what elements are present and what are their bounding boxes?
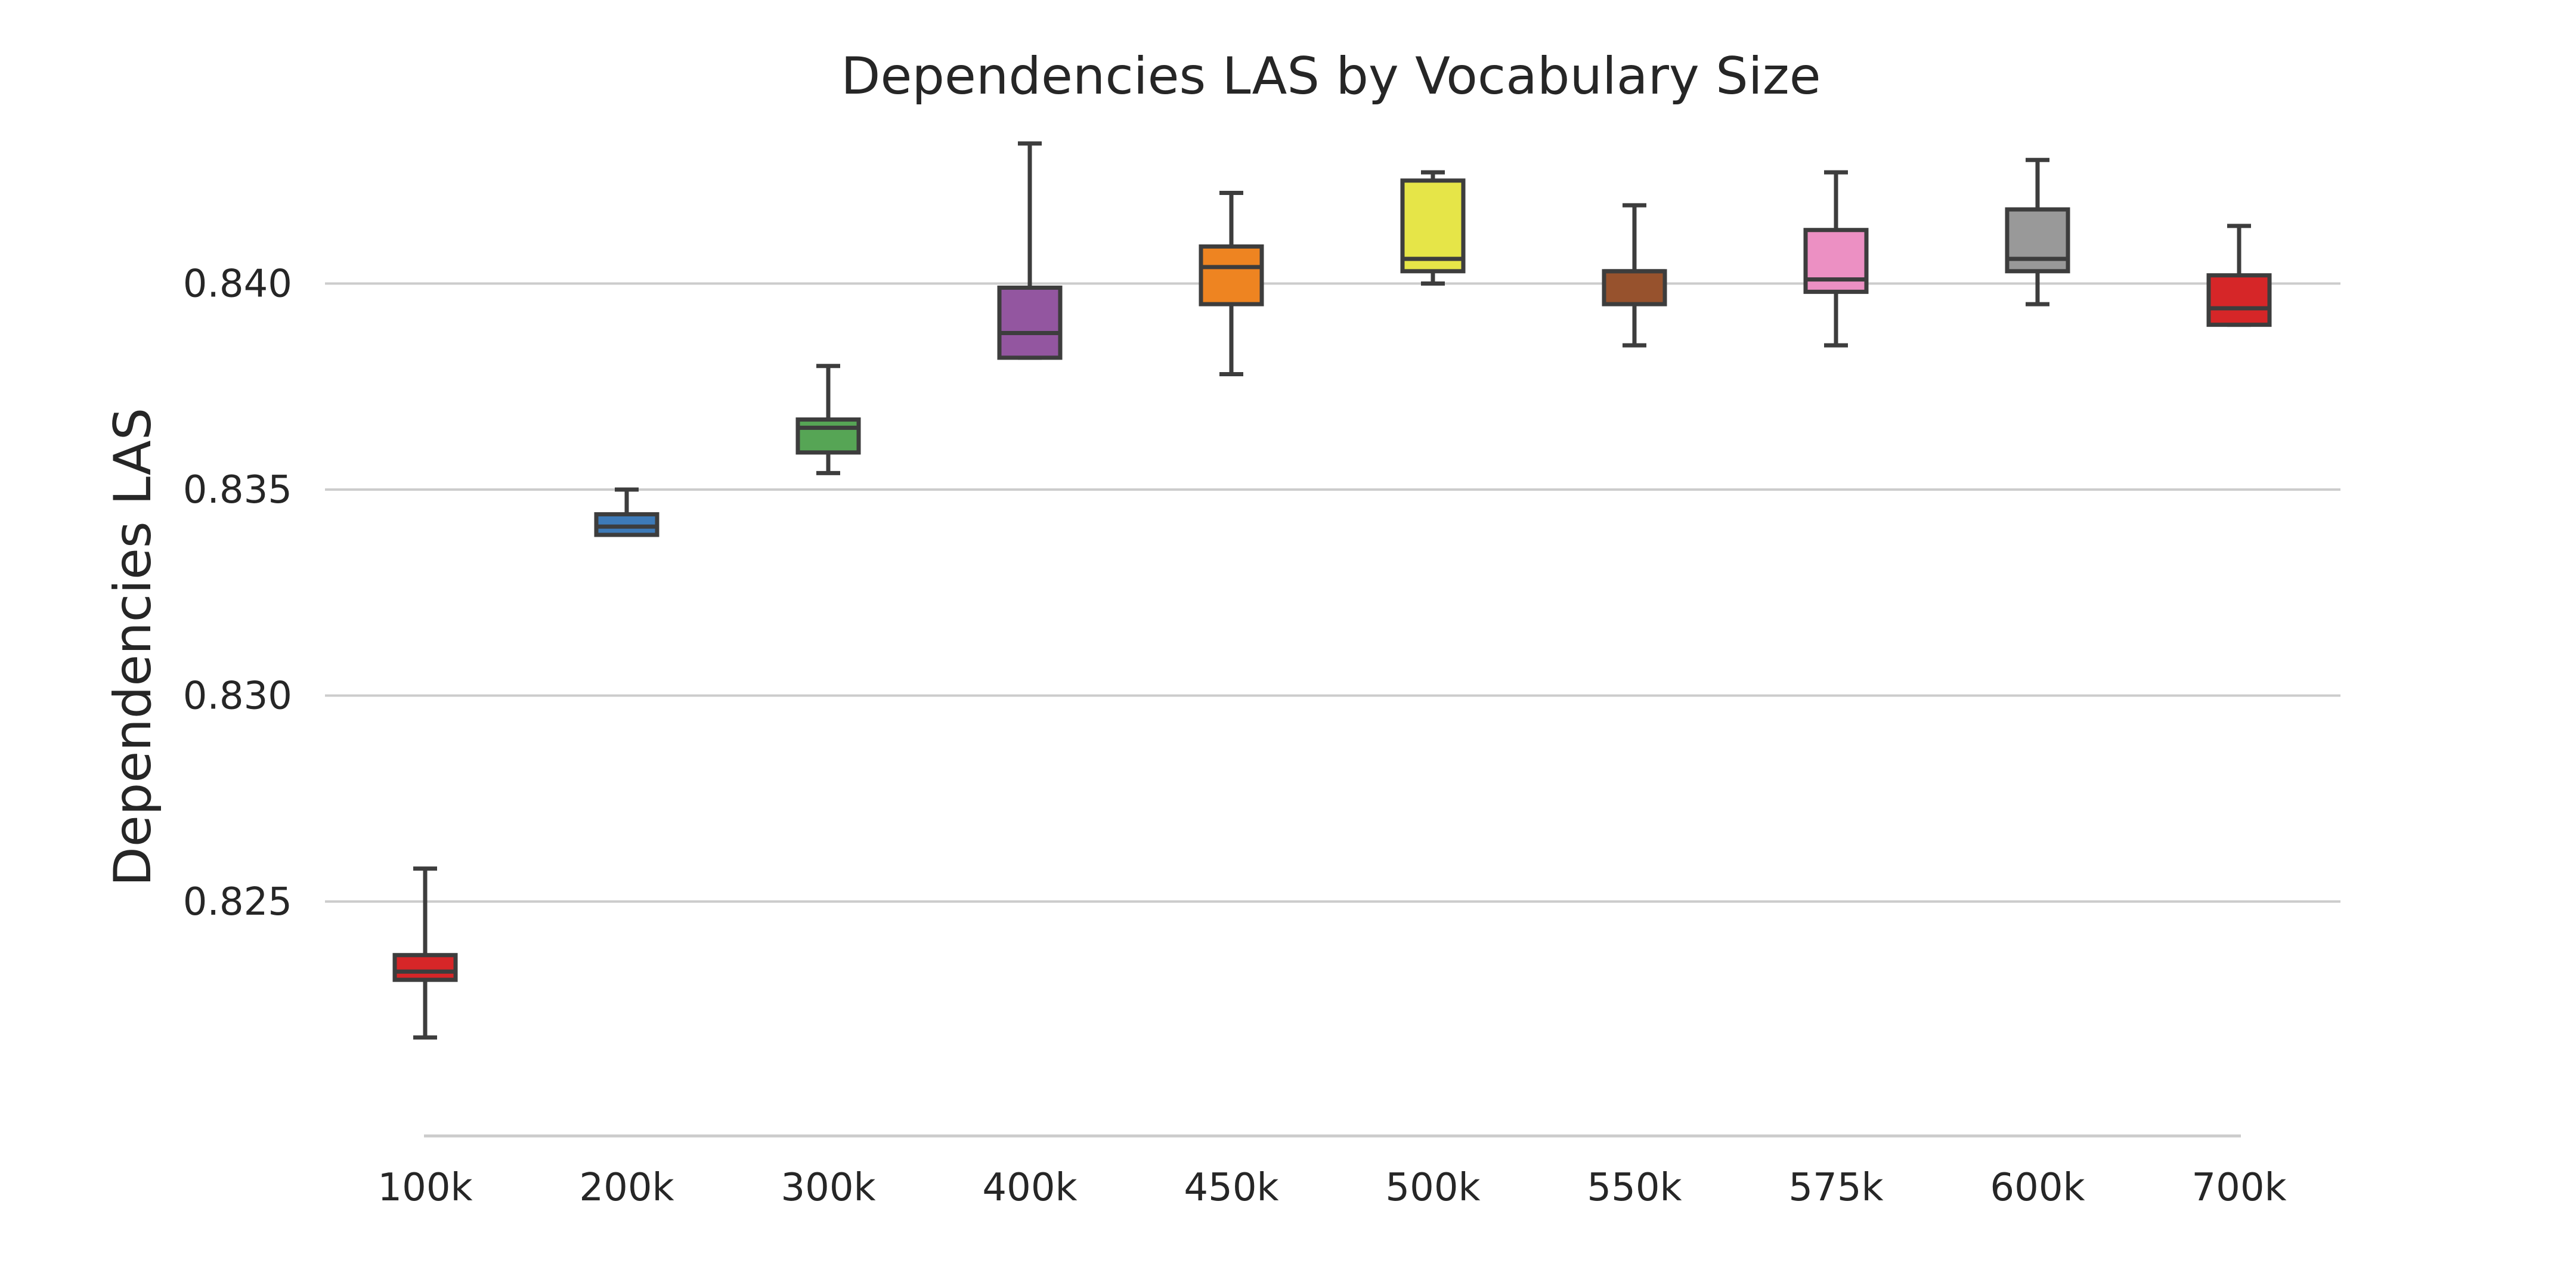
x-tick-label: 450k	[1184, 1166, 1278, 1210]
y-gridlines	[325, 282, 2340, 903]
chart-title: Dependencies LAS by Vocabulary Size	[841, 47, 1820, 106]
x-tick-label: 700k	[2191, 1166, 2286, 1210]
iqr-box	[2206, 273, 2272, 327]
iqr-box	[1400, 178, 1466, 274]
box-500k	[1400, 170, 1466, 286]
box-700k	[2206, 224, 2272, 327]
y-tick-label: 0.840	[183, 262, 292, 306]
iqr-box	[1199, 244, 1264, 306]
x-tick-labels: 100k 200k 300k 400k 450k 500k 550k 575k 600k 700k	[377, 1166, 2286, 1210]
x-tick-label: 300k	[781, 1166, 875, 1210]
x-tick-label: 500k	[1385, 1166, 1480, 1210]
box-300k	[795, 364, 861, 475]
box-600k	[2005, 157, 2070, 306]
x-tick-label: 400k	[982, 1166, 1077, 1210]
x-tick-label: 100k	[377, 1166, 472, 1210]
box-450k	[1199, 191, 1264, 377]
boxes	[392, 141, 2272, 1040]
y-tick-label: 0.830	[183, 674, 292, 718]
x-tick-label: 600k	[1990, 1166, 2085, 1210]
y-tick-labels: 0.825 0.830 0.835 0.840	[183, 262, 292, 924]
x-tick-label: 550k	[1587, 1166, 1682, 1210]
iqr-box	[2005, 207, 2070, 274]
box-400k	[997, 141, 1063, 360]
iqr-box	[795, 417, 861, 455]
box-100k	[392, 866, 458, 1040]
x-tick-label: 200k	[579, 1166, 674, 1210]
y-tick-label: 0.835	[183, 468, 292, 512]
iqr-box	[997, 285, 1063, 360]
box-200k	[594, 487, 660, 537]
y-tick-label: 0.825	[183, 880, 292, 924]
box-550k	[1602, 203, 1667, 348]
y-axis-label: Dependencies LAS	[103, 408, 163, 887]
box-575k	[1803, 170, 1869, 348]
iqr-box	[1803, 228, 1869, 294]
iqr-box	[1602, 269, 1667, 306]
x-tick-label: 575k	[1788, 1166, 1883, 1210]
iqr-box	[392, 953, 458, 982]
